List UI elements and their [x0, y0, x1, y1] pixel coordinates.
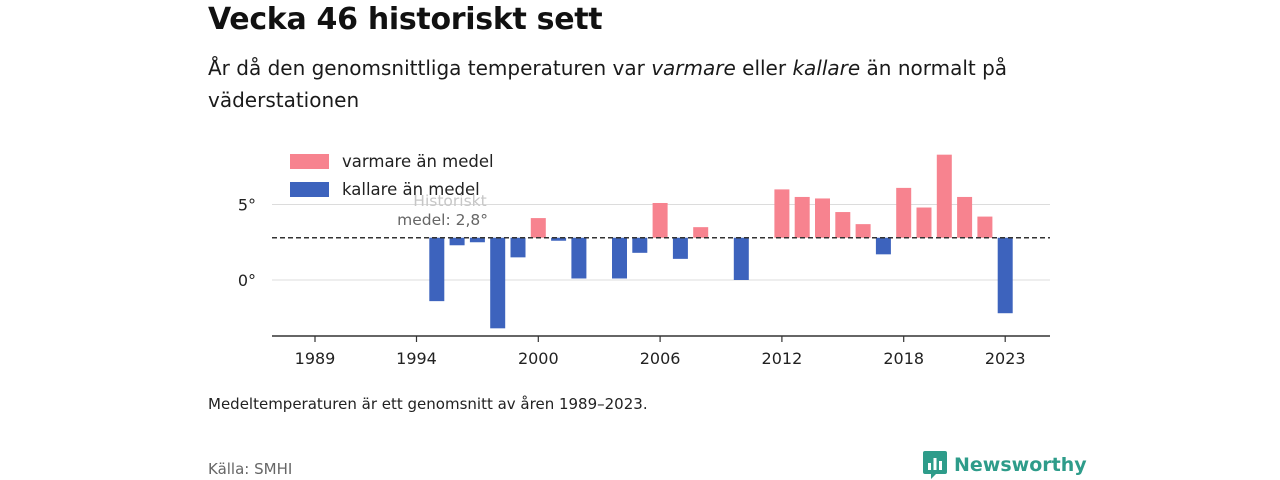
bar-2022: [977, 216, 993, 238]
bar-2001: [551, 237, 567, 241]
subtitle-mid: eller: [735, 56, 793, 80]
x-tick-label: 2006: [640, 349, 681, 368]
bar-2017: [875, 237, 891, 255]
subtitle-part-2: än normalt på väderstationen: [208, 56, 1008, 112]
x-tick-label: 2012: [762, 349, 803, 368]
y-tick-label: 0°: [238, 271, 256, 290]
newsworthy-logo: Newsworthy: [922, 450, 1087, 480]
footnote: Medeltemperaturen är ett genomsnitt av å…: [208, 395, 648, 413]
legend-swatch: [290, 154, 329, 169]
bar-2005: [632, 237, 648, 253]
x-tick-label: 1989: [295, 349, 336, 368]
bar-2004: [612, 237, 627, 279]
bar-2014: [815, 198, 830, 238]
bar-2020: [936, 154, 952, 238]
source-label: Källa: SMHI: [208, 460, 293, 478]
bar-2008: [693, 227, 709, 238]
newsworthy-logo-icon: [923, 451, 947, 479]
bar-2013: [794, 196, 810, 238]
baseline-label-value: medel: 2,8°: [397, 211, 488, 229]
x-tick-label: 2018: [883, 349, 924, 368]
bar-2010: [733, 237, 749, 280]
bar-2016: [855, 224, 871, 238]
bar-1995: [429, 237, 445, 302]
bar-2018: [896, 187, 912, 238]
bar-2012: [774, 189, 790, 238]
bar-2002: [571, 237, 587, 279]
bar-1999: [510, 237, 526, 258]
x-tick-label: 2023: [985, 349, 1026, 368]
subtitle-warm: varmare: [651, 56, 736, 80]
x-tick-label: 2000: [518, 349, 559, 368]
x-tick-label: 1994: [396, 349, 437, 368]
bar-2015: [835, 212, 851, 238]
bar-1998: [490, 237, 506, 329]
chart-title: Vecka 46 historiskt sett: [208, 2, 603, 37]
legend-label: varmare än medel: [342, 152, 494, 171]
bar-1996: [449, 237, 465, 246]
bar-2006: [652, 202, 668, 238]
subtitle-cold: kallare: [792, 56, 861, 80]
bar-2007: [672, 237, 688, 259]
bar-2023: [997, 237, 1013, 314]
chart-subtitle: År då den genomsnittliga temperaturen va…: [208, 52, 1028, 116]
subtitle-part-1: År då den genomsnittliga temperaturen va…: [208, 56, 652, 80]
newsworthy-brand: Newsworthy: [954, 454, 1087, 476]
y-tick-label: 5°: [238, 196, 256, 215]
legend-swatch: [290, 182, 329, 197]
legend-label: kallare än medel: [342, 180, 480, 199]
bar-1997: [469, 237, 485, 243]
bar-2000: [530, 218, 546, 238]
bar-2021: [957, 196, 973, 238]
baseline-label-title: Historiskt: [413, 192, 486, 210]
bar-2019: [916, 207, 932, 238]
